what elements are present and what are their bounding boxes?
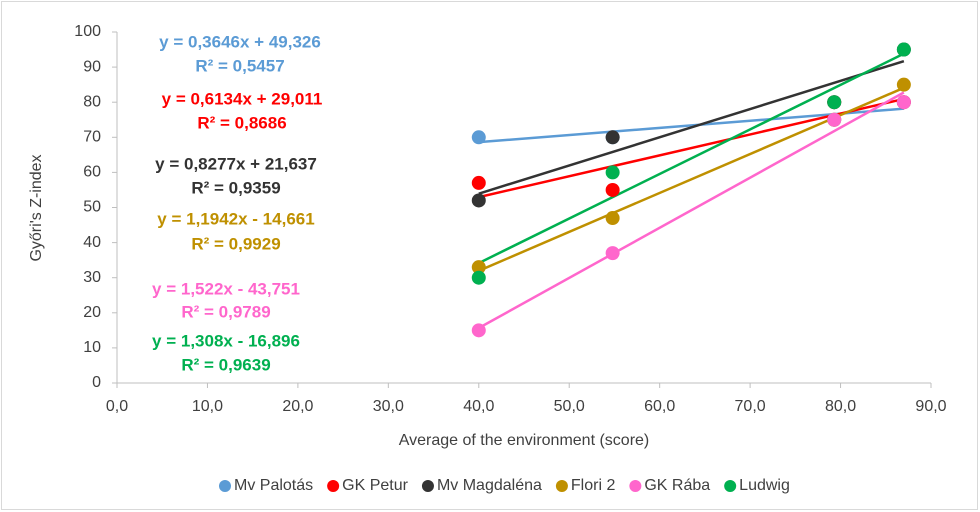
data-point (471, 270, 486, 285)
legend-label: Mv Palotás (234, 477, 313, 494)
trendline-r2: R² = 0,9789 (181, 302, 270, 321)
legend-marker (421, 480, 434, 492)
data-point (471, 323, 486, 338)
y-tick-label: 10 (83, 339, 101, 356)
x-tick-label: 50,0 (554, 398, 585, 415)
trendline-equation: y = 0,6134x + 29,011 (162, 89, 323, 108)
data-point (471, 175, 486, 190)
x-tick-label: 80,0 (825, 398, 856, 415)
y-tick-label: 20 (83, 304, 101, 321)
x-tick-label: 90,0 (915, 398, 946, 415)
trendline (478, 59, 905, 195)
x-tick-label: 40,0 (463, 398, 494, 415)
data-point (827, 95, 842, 110)
trendline-r2: R² = 0,9929 (191, 234, 280, 253)
legend-marker (219, 480, 231, 492)
data-point (896, 95, 911, 110)
x-tick-label: 0,0 (106, 398, 128, 415)
trendline-equation: y = 1,522x - 43,751 (152, 279, 300, 298)
trendline-equation: y = 0,3646x + 49,326 (159, 32, 321, 51)
y-tick-label: 80 (83, 93, 101, 110)
y-tick-label: 30 (83, 269, 101, 286)
x-tick-label: 10,0 (192, 398, 223, 415)
data-point (471, 260, 486, 275)
legend-marker (555, 480, 568, 492)
legend-label: GK Petur (342, 477, 408, 494)
trendline (478, 52, 905, 265)
trendline-r2: R² = 0,9359 (191, 178, 280, 197)
trendline-equation: y = 0,8277x + 21,637 (155, 154, 317, 173)
data-point (605, 165, 620, 180)
data-point (605, 246, 620, 261)
trendline-equation: y = 1,308x - 16,896 (152, 331, 300, 350)
trendline-r2: R² = 0,8686 (197, 113, 286, 132)
y-tick-label: 0 (92, 374, 101, 391)
data-point (896, 42, 911, 57)
legend-label: Ludwig (739, 477, 790, 494)
data-point (896, 77, 911, 92)
x-tick-label: 20,0 (282, 398, 313, 415)
data-point (827, 112, 842, 127)
data-point (471, 130, 486, 145)
legend-marker (724, 480, 737, 492)
trendline-equation: y = 1,1942x - 14,661 (157, 209, 314, 228)
legend-label: Flori 2 (571, 477, 616, 494)
legend-label: GK Rába (644, 477, 710, 494)
data-point (605, 211, 620, 226)
x-tick-label: 60,0 (644, 398, 675, 415)
trendline-r2: R² = 0,5457 (195, 56, 284, 75)
x-tick-label: 30,0 (373, 398, 404, 415)
x-axis-label: Average of the environment (score) (399, 432, 650, 449)
y-tick-label: 40 (83, 234, 101, 251)
y-tick-label: 90 (83, 58, 101, 75)
y-axis-label: Győri's Z-index (28, 154, 45, 261)
y-tick-label: 60 (83, 164, 101, 181)
legend-marker (327, 480, 340, 492)
y-tick-label: 70 (83, 129, 101, 146)
data-point (471, 193, 486, 208)
y-tick-label: 100 (74, 23, 101, 40)
y-tick-label: 50 (83, 199, 101, 216)
trendline (478, 91, 905, 330)
x-tick-label: 70,0 (735, 398, 766, 415)
data-point (605, 182, 620, 197)
legend-marker (629, 480, 642, 492)
trendline-r2: R² = 0,9639 (181, 355, 270, 374)
data-point (605, 130, 620, 145)
legend-label: Mv Magdaléna (437, 477, 542, 494)
